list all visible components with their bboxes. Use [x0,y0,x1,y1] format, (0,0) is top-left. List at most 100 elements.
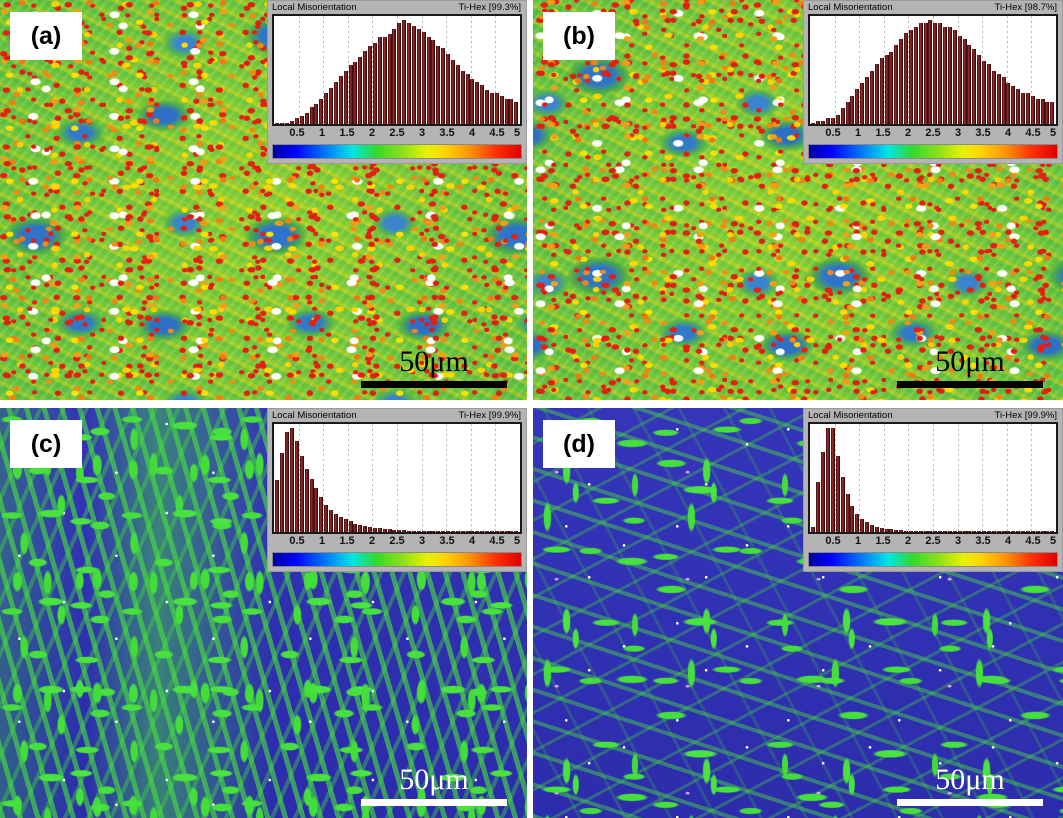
histogram-bar [343,519,348,532]
x-axis-tick-label: 4.5 [1025,127,1041,139]
histogram-bar [938,23,943,124]
x-axis-tick-label: 2.5 [925,535,941,547]
histogram-bar [1016,531,1021,532]
inset-header-c: Local Misorientation Ti-Hex [99.9%] [272,409,522,422]
x-axis-tick-label: 1 [318,127,326,139]
inset-bars-a [274,16,520,124]
histogram-bar [835,114,840,124]
histogram-bar [977,54,982,124]
histogram-bar [431,39,436,124]
histogram-bar [416,530,421,532]
inset-histogram-c: Local Misorientation Ti-Hex [99.9%] 0.5 1… [267,408,527,572]
histogram-bar [353,523,358,532]
histogram-bar [1011,86,1016,124]
histogram-bar [923,23,928,124]
inset-plot-area-c [272,422,522,534]
histogram-bar [889,528,894,532]
histogram-bar [1021,531,1026,532]
histogram-bar [811,526,816,532]
histogram-bar [407,530,412,532]
panel-d: (d) 50μm Local Misorientation Ti-Hex [99… [533,408,1063,818]
x-axis-tick-label: 5 [513,127,521,139]
panel-b: (b) 50μm Local Misorientation Ti-Hex [98… [533,0,1063,400]
histogram-bar [957,36,962,124]
inset-plot-area-d [808,422,1058,534]
histogram-bar [485,531,490,532]
x-axis-tick-label: 5 [1049,535,1057,547]
x-axis-tick-label: 3.5 [439,127,455,139]
inset-phase-fraction-d: Ti-Hex [99.9%] [994,410,1057,421]
histogram-bar [441,48,446,124]
histogram-bar [450,59,455,124]
histogram-bar [470,531,475,532]
histogram-bar [314,104,319,124]
histogram-bar [504,98,509,124]
inset-title-a: Local Misorientation [272,2,357,13]
histogram-bar [358,56,363,124]
histogram-bar [377,37,382,124]
x-axis-tick-label: 2 [368,127,376,139]
x-axis-tick-label: 3.5 [975,127,991,139]
histogram-bar [514,531,519,532]
x-axis-tick-label: 4 [1004,127,1012,139]
scale-bar-label-b: 50μm [935,345,1005,379]
histogram-bar [986,64,991,124]
histogram-bar [450,531,455,532]
histogram-bar [304,112,309,124]
histogram-bar [329,509,334,532]
histogram-bar [908,530,913,532]
scale-bar-line-a [361,381,507,388]
histogram-bar [1035,98,1040,124]
histogram-bar [826,117,831,124]
gridline [1056,424,1057,532]
histogram-bar [333,81,338,124]
x-axis-tick-label: 2 [904,127,912,139]
histogram-bar [869,70,874,124]
histogram-bar [816,482,821,532]
histogram-bar [865,76,870,124]
histogram-bar [504,531,509,532]
histogram-bar [869,524,874,532]
inset-title-c: Local Misorientation [272,410,357,421]
histogram-bar [850,505,855,532]
histogram-bar [840,477,845,532]
x-axis-tick-label: 3.5 [439,535,455,547]
histogram-bar [475,531,480,532]
histogram-bar [285,123,290,124]
histogram-bar [874,526,879,532]
histogram-bar [1011,531,1016,532]
histogram-bar [928,20,933,124]
inset-colorbar-b [808,144,1058,159]
histogram-bar [962,39,967,124]
inset-bars-b [810,16,1056,124]
histogram-bar [338,517,343,532]
histogram-bar [874,64,879,124]
histogram-bar [977,531,982,532]
x-axis-tick-label: 2.5 [925,127,941,139]
x-axis-tick-label: 1.5 [339,535,355,547]
histogram-bar [947,26,952,124]
x-axis-tick-label: 1 [318,535,326,547]
histogram-bar [363,51,368,124]
histogram-bar [894,529,899,532]
inset-phase-fraction-c: Ti-Hex [99.9%] [458,410,521,421]
histogram-bar [485,90,490,124]
x-axis-tick-label: 3.5 [975,535,991,547]
inset-phase-fraction-a: Ti-Hex [99.3%] [458,2,521,13]
scale-bar-a: 50μm [359,347,509,388]
scale-bar-line-c [361,799,507,806]
histogram-bar [982,531,987,532]
histogram-bar [299,115,304,124]
histogram-bar [835,455,840,532]
x-axis-tick-label: 0.5 [289,535,305,547]
gridline [520,16,521,124]
histogram-bar [1025,531,1030,532]
histogram-bar [368,45,373,124]
histogram-bar [309,479,314,532]
histogram-bar [991,531,996,532]
x-axis-tick-label: 2 [368,535,376,547]
x-axis-tick-label: 3 [418,535,426,547]
x-axis-tick-label: 3 [418,127,426,139]
histogram-bar [309,107,314,124]
histogram-bar [889,51,894,124]
